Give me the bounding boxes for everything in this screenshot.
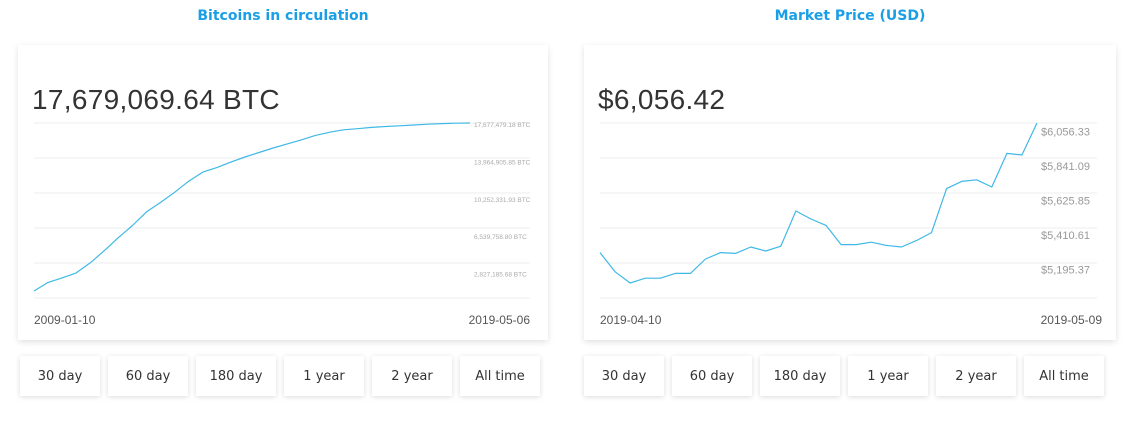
- range-60-day-button[interactable]: 60 day: [672, 356, 752, 396]
- x-end-label-market-price: 2019-05-09: [1040, 313, 1102, 327]
- chart-card-market-price: $6,056.42 $6,056.33 $5,841.09 $5,625.85 $5,…: [584, 45, 1116, 340]
- range-180-day-button[interactable]: 180 day: [760, 356, 840, 396]
- series-line-circulation: [33, 122, 471, 292]
- y-tick-label: $5,625.85: [1041, 195, 1090, 207]
- chart-title-circulation: Bitcoins in circulation: [197, 8, 369, 24]
- chart-plot-market-price: $6,056.33 $5,841.09 $5,625.85 $5,410.61 $5,1…: [599, 122, 1097, 299]
- y-tick-label: $6,056.33: [1041, 127, 1090, 139]
- y-tick-label: $5,195.37: [1041, 264, 1090, 276]
- y-tick-label: 17,677,479.18 BTC: [474, 122, 531, 129]
- y-tick-label: 10,252,331.93 BTC: [474, 197, 531, 204]
- y-tick-label: 13,964,905.85 BTC: [474, 159, 531, 166]
- headline-value-market-price: $6,056.42: [598, 84, 726, 115]
- range-30-day-button[interactable]: 30 day: [20, 356, 100, 396]
- chart-card-circulation: 17,679,069.64 BTC 17,677,479.18 BTC 13,96…: [18, 45, 548, 340]
- range-buttons-market-price: 30 day 60 day 180 day 1 year 2 year All …: [584, 356, 1116, 396]
- range-all-time-button[interactable]: All time: [1024, 356, 1104, 396]
- range-60-day-button[interactable]: 60 day: [108, 356, 188, 396]
- range-30-day-button[interactable]: 30 day: [584, 356, 664, 396]
- y-tick-label: $5,410.61: [1041, 230, 1090, 242]
- y-tick-label: 2,827,185.68 BTC: [474, 272, 527, 279]
- range-2-year-button[interactable]: 2 year: [372, 356, 452, 396]
- range-buttons-circulation: 30 day 60 day 180 day 1 year 2 year All …: [18, 356, 548, 396]
- range-1-year-button[interactable]: 1 year: [284, 356, 364, 396]
- range-all-time-button[interactable]: All time: [460, 356, 540, 396]
- y-tick-label: 6,539,758.80 BTC: [474, 234, 527, 241]
- series-line-market-price: [599, 122, 1038, 284]
- x-start-label-market-price: 2019-04-10: [600, 313, 662, 327]
- chart-title-market-price: Market Price (USD): [774, 8, 926, 24]
- y-tick-label: $5,841.09: [1041, 161, 1090, 173]
- headline-value-circulation: 17,679,069.64 BTC: [32, 84, 280, 115]
- chart-plot-circulation: 17,677,479.18 BTC 13,964,905.85 BTC 10,252…: [33, 122, 531, 299]
- range-2-year-button[interactable]: 2 year: [936, 356, 1016, 396]
- range-180-day-button[interactable]: 180 day: [196, 356, 276, 396]
- range-1-year-button[interactable]: 1 year: [848, 356, 928, 396]
- x-end-label-circulation: 2019-05-06: [468, 313, 530, 327]
- x-start-label-circulation: 2009-01-10: [34, 313, 96, 327]
